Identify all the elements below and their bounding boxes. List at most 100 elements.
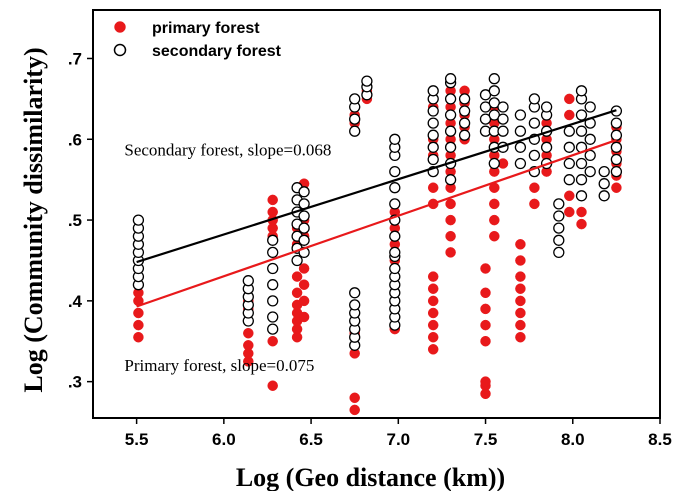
data-point (389, 165, 401, 178)
data-point (480, 335, 491, 347)
data-point (563, 174, 575, 186)
data-point (515, 283, 526, 294)
legend-label: secondary forest (152, 43, 282, 60)
data-point (489, 214, 500, 226)
data-point (488, 157, 500, 170)
data-point (133, 331, 144, 343)
data-point (497, 113, 509, 125)
data-point (267, 295, 279, 307)
data-point (515, 295, 526, 307)
data-point (598, 178, 610, 190)
data-point (133, 319, 144, 331)
x-tick-label: 7.0 (386, 430, 410, 449)
data-point (489, 198, 500, 210)
data-point (488, 85, 500, 97)
x-tick-label: 8.5 (648, 430, 672, 449)
data-point (298, 234, 310, 246)
data-point (242, 275, 254, 287)
data-point (427, 307, 439, 319)
data-point (267, 279, 279, 291)
data-point (389, 198, 401, 210)
data-point (480, 376, 491, 387)
data-point (298, 279, 310, 290)
data-point (427, 117, 439, 129)
data-point (598, 190, 610, 202)
y-tick-label: .5 (68, 211, 82, 230)
data-point (349, 404, 360, 416)
data-point (132, 214, 145, 226)
data-point (575, 174, 588, 186)
data-point (444, 141, 457, 153)
legend: primary forest secondary forest (113, 20, 282, 60)
data-point (515, 255, 526, 266)
data-point (427, 182, 439, 193)
data-point (267, 311, 279, 323)
data-point (514, 157, 527, 170)
data-point (515, 319, 526, 331)
data-point (298, 311, 310, 323)
data-point (610, 153, 623, 166)
data-point (515, 239, 526, 250)
data-point (298, 210, 310, 222)
data-point (349, 392, 360, 404)
data-point (553, 246, 565, 259)
data-point (267, 380, 278, 391)
data-point (553, 210, 565, 222)
data-point (489, 230, 500, 242)
data-point (427, 85, 439, 97)
data-point (553, 198, 565, 210)
data-point (480, 263, 491, 274)
data-point (576, 206, 587, 218)
data-point (427, 295, 439, 307)
data-point (444, 93, 457, 105)
data-point (540, 101, 553, 113)
data-point (575, 125, 588, 137)
data-point (564, 109, 575, 121)
data-point (497, 125, 509, 137)
data-point (298, 186, 310, 198)
y-tick-label: .7 (68, 49, 82, 68)
data-point (361, 75, 373, 87)
data-point (540, 141, 553, 153)
data-point (291, 254, 303, 267)
data-point (514, 125, 527, 137)
data-point (610, 141, 623, 153)
data-point (528, 93, 541, 105)
y-tick-label: .6 (68, 130, 82, 149)
data-point (515, 271, 526, 282)
data-point (427, 331, 439, 343)
data-point (427, 153, 439, 166)
x-axis-title: Log (Geo distance (km)) (236, 463, 505, 491)
data-point (610, 117, 623, 129)
data-point (458, 105, 471, 117)
data-point (564, 206, 575, 218)
data-point (427, 129, 439, 141)
x-tick-label: 5.5 (125, 430, 149, 449)
data-point (298, 295, 310, 307)
data-point (444, 174, 457, 186)
data-point (575, 190, 588, 202)
data-point (497, 101, 509, 113)
data-point (584, 165, 596, 178)
data-point (563, 141, 575, 153)
data-point (267, 246, 279, 259)
data-point (267, 234, 279, 246)
data-point (529, 198, 540, 210)
data-point (458, 129, 471, 141)
data-point (515, 307, 526, 319)
x-tick-label: 6.5 (299, 430, 323, 449)
data-point (480, 303, 491, 315)
data-point (445, 214, 456, 226)
data-point (427, 271, 439, 282)
data-point (528, 149, 541, 162)
legend-marker (113, 43, 127, 57)
fit-line-secondary-forest (136, 109, 617, 264)
data-point (267, 262, 279, 275)
data-point (584, 149, 596, 162)
data-point (563, 157, 575, 170)
data-point (575, 85, 588, 97)
data-point (488, 73, 500, 85)
data-point (584, 133, 596, 145)
data-point (575, 109, 588, 121)
data-point (267, 206, 278, 218)
